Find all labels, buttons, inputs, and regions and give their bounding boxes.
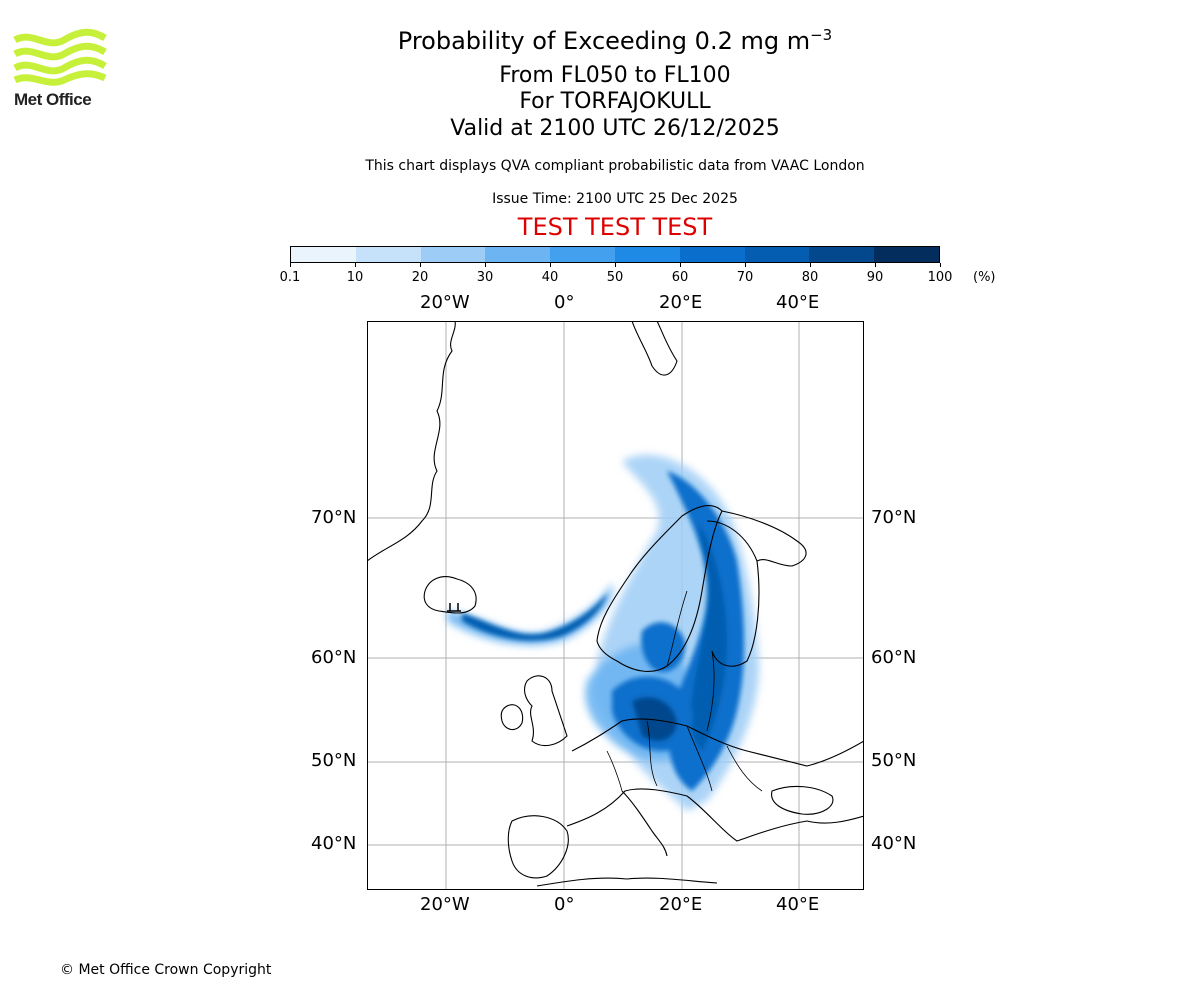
colorbar-segment bbox=[614, 247, 680, 262]
colorbar-segment bbox=[485, 247, 551, 262]
chart-title: Probability of Exceeding 0.2 mg m−3 bbox=[397, 26, 833, 55]
lat-label-left-40n: 40°N bbox=[311, 833, 357, 854]
colorbar-tick-label: 90 bbox=[866, 270, 884, 285]
colorbar-tick-mark bbox=[745, 263, 746, 267]
valid-time: Valid at 2100 UTC 26/12/2025 bbox=[450, 116, 780, 141]
colorbar-tick-label: 50 bbox=[606, 270, 624, 285]
colorbar-tick-mark bbox=[485, 263, 486, 267]
colorbar-tick-label: 80 bbox=[801, 270, 819, 285]
colorbar-unit: (%) bbox=[973, 270, 996, 285]
lon-label-bottom-20e: 20°E bbox=[659, 894, 703, 915]
colorbar-tick-label: 40 bbox=[541, 270, 559, 285]
lat-label-right-70n: 70°N bbox=[871, 507, 917, 528]
coastlines bbox=[367, 321, 864, 887]
lon-label-bottom-0: 0° bbox=[554, 894, 575, 915]
lon-label-top-20w: 20°W bbox=[420, 292, 470, 313]
issue-time: Issue Time: 2100 UTC 25 Dec 2025 bbox=[492, 191, 738, 207]
logo-text: Met Office bbox=[14, 90, 92, 109]
colorbar-segment bbox=[809, 247, 875, 262]
colorbar-tick-label: 30 bbox=[476, 270, 494, 285]
volcano-marker bbox=[447, 603, 461, 612]
colorbar-tick-mark bbox=[420, 263, 421, 267]
lon-label-top-40e: 40°E bbox=[776, 292, 820, 313]
colorbar-tick-label: 0.1 bbox=[279, 270, 301, 285]
colorbar-tick-mark bbox=[615, 263, 616, 267]
colorbar-tick-label: 100 bbox=[927, 270, 953, 285]
copyright-notice: © Met Office Crown Copyright bbox=[60, 962, 272, 978]
colorbar-segment bbox=[679, 247, 745, 262]
lon-label-bottom-20w: 20°W bbox=[420, 894, 470, 915]
colorbar-tick-mark bbox=[810, 263, 811, 267]
country-borders bbox=[606, 590, 763, 792]
chart-description: This chart displays QVA compliant probab… bbox=[365, 158, 865, 174]
colorbar-segment bbox=[355, 247, 421, 262]
colorbar-tick-mark bbox=[355, 263, 356, 267]
flight-levels: From FL050 to FL100 bbox=[499, 63, 731, 88]
colorbar-tick-mark bbox=[550, 263, 551, 267]
colorbar-segment bbox=[744, 247, 810, 262]
colorbar-segment bbox=[550, 247, 615, 262]
lat-label-left-50n: 50°N bbox=[311, 750, 357, 771]
colorbar-tick-label: 70 bbox=[736, 270, 754, 285]
colorbar-tick-mark bbox=[290, 263, 291, 267]
colorbar-tick-label: 10 bbox=[346, 270, 364, 285]
lat-label-left-70n: 70°N bbox=[311, 507, 357, 528]
ash-plume-core bbox=[462, 471, 745, 791]
colorbar-tick-label: 20 bbox=[411, 270, 429, 285]
test-banner: TEST TEST TEST bbox=[517, 213, 713, 241]
lon-label-top-0: 0° bbox=[554, 292, 575, 313]
colorbar-tick-label: 60 bbox=[671, 270, 689, 285]
colorbar-tick-mark bbox=[875, 263, 876, 267]
volcano-name: For TORFAJOKULL bbox=[519, 89, 711, 114]
lon-label-top-20e: 20°E bbox=[659, 292, 703, 313]
colorbar-tick-mark bbox=[680, 263, 681, 267]
lat-label-right-40n: 40°N bbox=[871, 833, 917, 854]
colorbar bbox=[290, 246, 940, 263]
colorbar-segment bbox=[291, 247, 356, 262]
lon-label-bottom-40e: 40°E bbox=[776, 894, 820, 915]
colorbar-segment bbox=[874, 247, 939, 262]
lat-label-left-60n: 60°N bbox=[311, 647, 357, 668]
met-office-logo: Met Office bbox=[12, 28, 108, 114]
colorbar-tick-mark bbox=[940, 263, 941, 267]
colorbar-segment bbox=[420, 247, 486, 262]
lat-label-right-60n: 60°N bbox=[871, 647, 917, 668]
map-panel bbox=[367, 321, 864, 890]
lat-label-right-50n: 50°N bbox=[871, 750, 917, 771]
